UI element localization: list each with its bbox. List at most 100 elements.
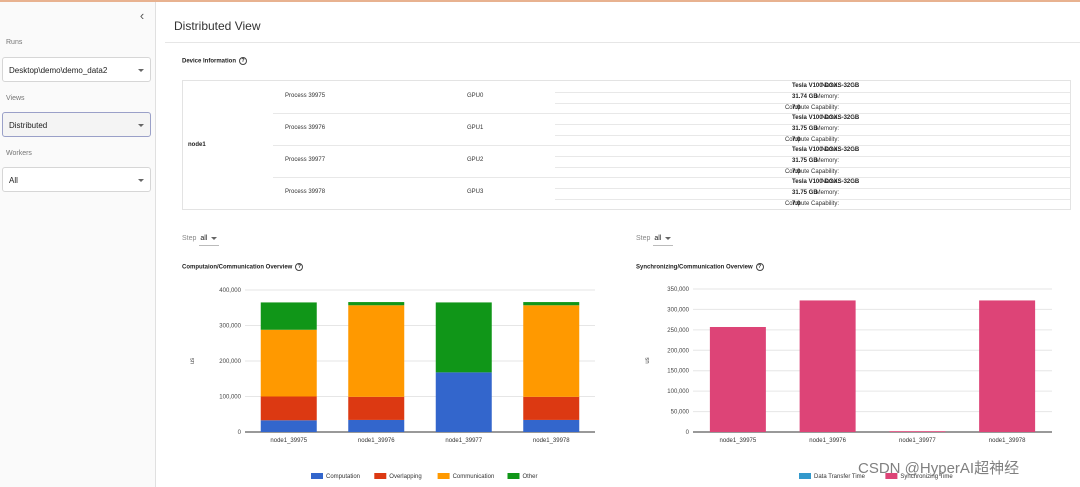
step-label: Step — [182, 235, 197, 242]
bar-synchronizing-time — [889, 431, 946, 432]
bar-computation — [348, 419, 405, 432]
legend-swatch — [437, 473, 450, 479]
gpu-memory-value: 31.75 GB — [792, 126, 818, 132]
gpu-memory-value: 31.75 GB — [792, 190, 818, 196]
y-tick-label: 150,000 — [667, 369, 689, 375]
prop-key-cc: Compute Capability: — [784, 105, 839, 111]
step-label: Step — [636, 235, 651, 242]
y-tick-label: 300,000 — [219, 324, 241, 330]
chart-title-text: Computaion/Communication Overview — [182, 264, 293, 271]
help-icon[interactable]: ? — [755, 263, 764, 271]
bar-overlapping — [348, 396, 405, 420]
gpu-id: GPU0 — [467, 93, 484, 99]
bar-other — [348, 302, 405, 306]
device-info-table: node1 Process 39975 GPU0 Name: Tesla V10… — [182, 80, 1071, 210]
sidebar: ‹ Runs Desktop\demo\demo_data2 Views Dis… — [0, 2, 156, 487]
legend-entry: Overlapping — [389, 474, 421, 480]
workers-label: Workers — [6, 150, 32, 157]
process-id: Process 39978 — [285, 189, 326, 195]
chevron-left-icon[interactable]: ‹ — [139, 8, 145, 23]
node-name: node1 — [188, 142, 206, 148]
x-tick-label: node1_39977 — [445, 438, 482, 444]
views-select[interactable]: Distributed — [2, 112, 151, 137]
bar-overlapping — [260, 396, 317, 421]
views-select-value: Distributed — [9, 121, 48, 130]
help-icon[interactable]: ? — [295, 263, 304, 271]
top-accent-line — [0, 0, 1080, 2]
y-tick-label: 250,000 — [667, 328, 689, 334]
gpu-cc-value: 7.0 — [792, 169, 801, 175]
legend-swatch — [507, 473, 520, 479]
legend-entry: Data Transfer Time — [814, 474, 866, 480]
prop-key-name: Name: — [821, 83, 839, 89]
y-tick-label: 0 — [238, 430, 242, 436]
y-tick-label: 50,000 — [671, 410, 690, 416]
bar-computation — [435, 372, 492, 432]
bar-other — [260, 302, 317, 330]
legend-entry: Other — [523, 474, 538, 480]
prop-divider — [555, 92, 1070, 93]
legend-swatch — [885, 473, 898, 479]
prop-key-cc: Compute Capability: — [784, 169, 839, 175]
step-value: all — [654, 235, 662, 242]
bar-synchronizing-time — [709, 326, 766, 432]
prop-key-name: Name: — [821, 179, 839, 185]
views-label: Views — [6, 95, 25, 102]
legend-entry: Computation — [326, 474, 360, 480]
device-info-title: Device Information — [182, 58, 237, 65]
x-tick-label: node1_39978 — [989, 438, 1026, 444]
workers-select-value: All — [9, 176, 18, 185]
bar-other — [523, 302, 580, 306]
step-underline — [199, 245, 219, 246]
page-title: Distributed View — [174, 19, 261, 33]
row-divider — [273, 177, 1070, 178]
prop-key-cc: Compute Capability: — [784, 137, 839, 143]
runs-select[interactable]: Desktop\demo\demo_data2 — [2, 57, 151, 82]
legend-swatch — [799, 473, 811, 479]
bar-communication — [348, 305, 405, 397]
chart-title-text: Synchronizing/Communication Overview — [636, 264, 753, 271]
caret-down-icon — [138, 124, 144, 127]
bar-overlapping — [523, 396, 580, 420]
step-underline — [653, 245, 673, 246]
legend-entry: Synchronizing Time — [900, 474, 953, 480]
workers-select[interactable]: All — [2, 167, 151, 192]
y-tick-label: 300,000 — [667, 307, 689, 313]
gpu-name-value: Tesla V100-DGXS-32GB — [792, 83, 860, 89]
bar-synchronizing-time — [979, 300, 1036, 432]
y-tick-label: 350,000 — [667, 287, 689, 293]
y-tick-label: 100,000 — [667, 389, 689, 395]
y-tick-label: 200,000 — [667, 348, 689, 354]
help-icon[interactable]: ? — [239, 57, 248, 65]
y-axis-label: us — [190, 358, 196, 364]
x-tick-label: node1_39975 — [720, 438, 757, 444]
prop-key-name: Name: — [821, 115, 839, 121]
caret-down-icon — [665, 236, 672, 240]
prop-divider — [555, 167, 1070, 168]
prop-divider — [555, 124, 1070, 125]
row-divider — [273, 113, 1070, 114]
synchronizing-communication-chart: 0 50,000 100,000 150,000 200,000 250,000 300,0… — [645, 287, 1052, 480]
device-info-heading: Device Information? — [182, 57, 248, 65]
chart-title-computation: Computaion/Communication Overview? — [182, 263, 304, 271]
table-row: Process 39975 GPU0 Name: Tesla V100-DGXS… — [183, 81, 1070, 113]
step-value: all — [200, 235, 208, 242]
y-tick-label: 400,000 — [219, 288, 241, 294]
bar-other — [435, 302, 492, 373]
prop-divider — [555, 156, 1070, 157]
step-select-left[interactable]: Step all — [182, 235, 218, 242]
step-select-right[interactable]: Step all — [636, 235, 672, 242]
prop-key-memory: Memory: — [815, 190, 839, 196]
gpu-cc-value: 7.0 — [792, 201, 801, 207]
watermark: CSDN @HyperAI超神经 — [858, 460, 1020, 477]
chart-title-synchronizing: Synchronizing/Communication Overview? — [636, 263, 764, 271]
gpu-id: GPU3 — [467, 189, 484, 195]
bar-synchronizing-time — [799, 300, 856, 432]
prop-key-memory: Memory: — [815, 126, 839, 132]
bar-computation — [260, 420, 317, 432]
gpu-name-value: Tesla V100-DGXS-32GB — [792, 115, 860, 121]
y-tick-label: 0 — [686, 430, 690, 436]
caret-down-icon — [138, 69, 144, 72]
gpu-name-value: Tesla V100-DGXS-32GB — [792, 147, 860, 153]
x-tick-label: node1_39976 — [358, 438, 395, 444]
